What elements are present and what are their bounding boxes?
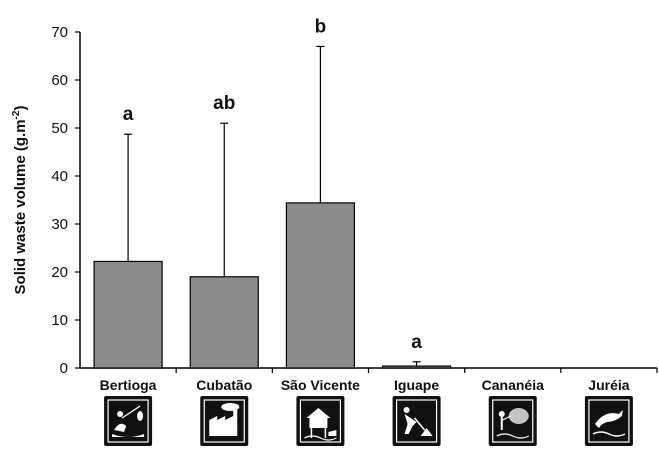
stilt-house-icon (296, 396, 345, 446)
bars-group (93, 45, 452, 369)
factory-shape (209, 410, 238, 436)
y-tick-label: 20 (51, 264, 68, 281)
smoke-shape (221, 403, 240, 411)
y-tick-label: 40 (51, 168, 68, 185)
icon-border (588, 399, 630, 443)
icon-border (395, 399, 438, 443)
bar (285, 202, 356, 369)
icons-group (104, 396, 633, 446)
head-shape (498, 411, 505, 417)
category-label: Juréia (588, 377, 629, 393)
wave-shape (304, 435, 337, 441)
y-tick-label: 70 (51, 24, 68, 41)
bar (93, 260, 163, 369)
y-axis-label: Solid waste volume (g.m-2) (11, 106, 29, 295)
bar (381, 365, 452, 369)
y-tick-label: 10 (51, 312, 68, 329)
mound-shape (420, 428, 433, 436)
icon-border (107, 399, 149, 443)
significance-label: b (315, 16, 327, 37)
icon-frame (104, 396, 153, 446)
wave-shape (592, 431, 626, 437)
dolphin-icon (584, 396, 633, 446)
category-label: Bertioga (100, 377, 157, 393)
boat-shape (328, 430, 337, 436)
labels-group: a Bertioga ab Cubatão b São Vicente a Iguape Can… (100, 16, 630, 393)
significance-label: a (123, 104, 134, 125)
house-shape (309, 418, 328, 428)
icon-border (492, 399, 534, 443)
boat-shape (112, 434, 145, 437)
arm-shape (502, 415, 512, 421)
wave-shape (496, 433, 530, 439)
category-label: São Vicente (281, 377, 360, 393)
y-tick-label: 50 (51, 120, 68, 137)
net-shape (508, 408, 529, 424)
chart-axes: 0 10 20 30 40 50 60 70 (51, 24, 658, 377)
body-shape (114, 423, 127, 432)
factory-icon (200, 396, 249, 446)
significance-label: a (411, 332, 422, 353)
dolphin-shape (594, 410, 623, 428)
roof-shape (306, 408, 331, 418)
category-label: Iguape (394, 377, 439, 393)
head-shape (117, 411, 124, 417)
bar (189, 276, 259, 369)
net-fishing-icon (488, 396, 537, 446)
head-shape (403, 407, 410, 413)
y-tick-label: 30 (51, 216, 68, 233)
digging-icon (392, 396, 441, 446)
rod-shape (121, 405, 141, 419)
icon-border (299, 399, 342, 443)
body-shape (404, 414, 417, 434)
icon-border (203, 399, 245, 443)
category-label: Cananéia (482, 377, 544, 393)
category-label: Cubatão (196, 377, 252, 393)
shovel-shape (414, 417, 426, 431)
fish-shape (137, 411, 144, 421)
y-tick-label: 0 (60, 360, 68, 377)
significance-label: ab (213, 93, 235, 114)
y-tick-label: 60 (51, 72, 68, 89)
fishing-icon (104, 396, 153, 446)
